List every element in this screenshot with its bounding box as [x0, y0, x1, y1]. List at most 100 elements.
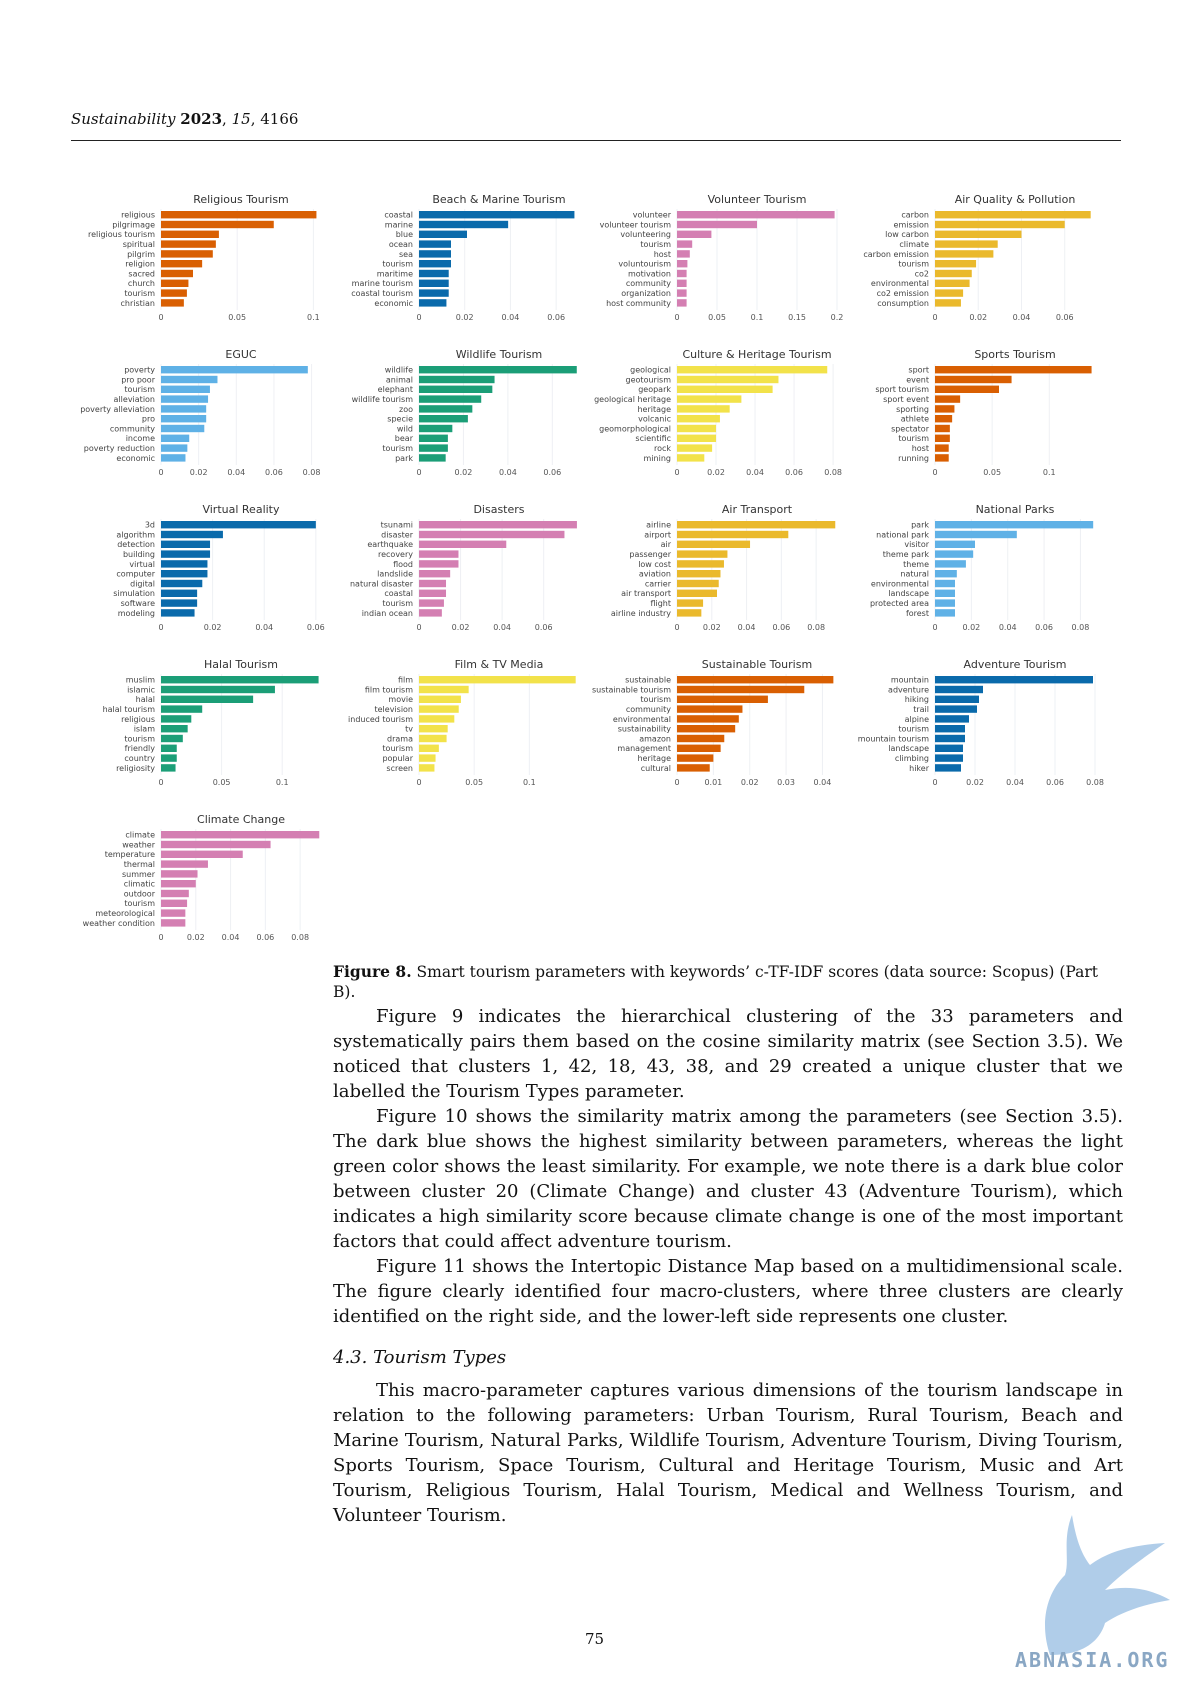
chart-bar: [419, 599, 444, 607]
tick-label: 0.06: [256, 933, 274, 942]
chart-bar: [935, 734, 965, 743]
tick-label: 0.06: [547, 313, 565, 322]
keyword-label: income: [126, 434, 155, 443]
keyword-label: climate: [899, 240, 929, 249]
chart-bar: [935, 676, 1093, 684]
chart-bar: [419, 230, 467, 238]
chart-bar: [419, 385, 493, 393]
chart-bar: [677, 744, 721, 752]
tick-label: 0: [158, 468, 163, 477]
keyword-label: pro poor: [121, 375, 155, 384]
keyword-label: mining: [644, 454, 671, 463]
keyword-label: volunteering: [620, 230, 671, 239]
keyword-label: wildlife: [385, 366, 413, 375]
chart-bar: [419, 570, 451, 578]
tick-label: 0.04: [1006, 778, 1024, 787]
keyword-label: sport: [908, 366, 929, 375]
chart-bar: [935, 220, 1065, 229]
keyword-label: halal tourism: [103, 705, 156, 714]
keyword-label: tsunami: [381, 521, 413, 530]
chart-bar: [677, 540, 751, 548]
keyword-label: passenger: [629, 550, 671, 559]
tick-label: 0: [158, 623, 163, 632]
chart-bar: [161, 579, 203, 588]
chart-bar: [677, 454, 705, 462]
chart-panel: Culture & Heritage Tourism geologicalgeot…: [594, 348, 842, 477]
tick-label: 0.04: [814, 778, 832, 787]
figure-8-chart-grid: Religious Tourismreligiouspilgrimagereli…: [80, 193, 1104, 942]
chart-bar: [161, 375, 218, 384]
tick-label: 0: [416, 468, 421, 477]
chart-bar: [419, 521, 577, 529]
keyword-label: sport event: [883, 395, 929, 404]
chart-bar: [161, 570, 208, 578]
chart-bar: [935, 299, 961, 307]
tick-label: 0.02: [962, 623, 980, 632]
keyword-label: religiosity: [116, 764, 155, 773]
chart-bar: [161, 831, 320, 839]
chart-bar: [161, 599, 198, 607]
chart-bar: [935, 754, 963, 762]
chart-bar: [677, 521, 836, 529]
chart-title: Climate Change: [197, 813, 285, 826]
keyword-label: park: [395, 454, 413, 463]
chart-bar: [935, 289, 964, 297]
chart-panel: Air Transport airlineairportairpassengerl…: [611, 503, 836, 632]
chart-bar: [935, 744, 963, 752]
chart-bar: [161, 840, 271, 849]
keyword-label: blue: [396, 230, 413, 239]
keyword-label: thermal: [124, 860, 155, 869]
chart-bar: [935, 705, 977, 713]
keyword-label: film: [398, 676, 413, 685]
chart-bar: [161, 415, 207, 423]
chart-bar: [419, 764, 435, 772]
chart-title: Religious Tourism: [193, 193, 289, 206]
chart-bar: [677, 250, 690, 258]
keyword-label: mountain: [891, 676, 929, 685]
chart-bar: [161, 685, 275, 694]
keyword-label: airline: [646, 521, 671, 530]
keyword-label: volcanic: [638, 415, 671, 424]
chart-bar: [419, 434, 448, 442]
chart-bar: [419, 754, 436, 762]
keyword-label: church: [128, 279, 155, 288]
chart-bar: [677, 289, 687, 297]
keyword-label: virtual: [129, 560, 155, 569]
chart-panel: Virtual Reality 3dalgorithmdetectionbuild…: [113, 503, 324, 632]
tick-label: 0: [158, 933, 163, 942]
chart-bar: [161, 744, 177, 752]
tick-label: 0.1: [523, 778, 536, 787]
chart-bar: [419, 395, 482, 403]
chart-bar: [677, 211, 835, 219]
keyword-label: aviation: [639, 570, 671, 579]
keyword-label: landscape: [888, 589, 929, 598]
keyword-label: alpine: [905, 715, 929, 724]
keyword-label: 3d: [145, 521, 155, 530]
keyword-label: rock: [654, 444, 671, 453]
chart-bar: [161, 550, 211, 558]
chart-bar: [419, 279, 449, 287]
keyword-label: sea: [399, 250, 413, 259]
chart-bar: [935, 405, 955, 413]
chart-bar: [935, 366, 1092, 374]
chart-bar: [677, 269, 687, 278]
keyword-label: athlete: [901, 415, 929, 424]
keyword-label: adventure: [888, 685, 929, 694]
chart-bar: [677, 434, 717, 442]
chart-bar: [419, 366, 577, 374]
chart-bar: [419, 299, 447, 307]
keyword-label: meteorological: [95, 909, 155, 918]
keyword-label: economic: [374, 299, 413, 308]
chart-bar: [935, 279, 970, 287]
chart-bar: [161, 764, 176, 772]
chart-bar: [161, 695, 254, 703]
chart-bar: [935, 250, 994, 258]
chart-bar: [419, 375, 495, 384]
chart-bar: [419, 220, 509, 229]
keyword-label: temperature: [105, 850, 155, 859]
keyword-label: wildlife tourism: [352, 395, 414, 404]
keyword-label: weather condition: [83, 919, 155, 928]
tick-label: 0.02: [456, 313, 474, 322]
chart-bar: [161, 676, 319, 684]
